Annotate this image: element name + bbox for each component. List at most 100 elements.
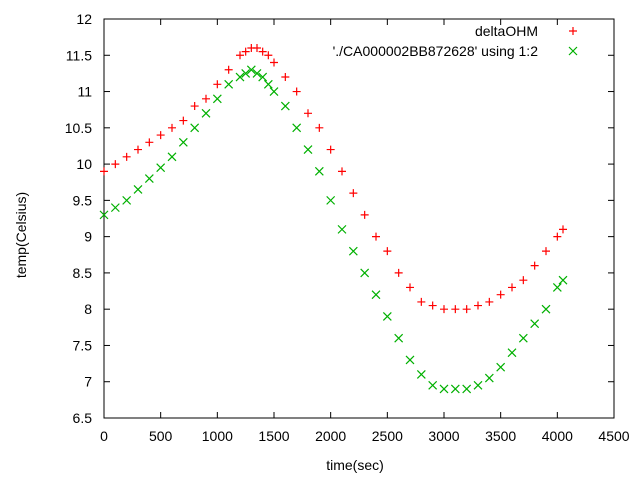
data-point (241, 68, 251, 78)
x-tick-label: 1000 (202, 428, 233, 444)
y-tick-label: 7.5 (73, 337, 93, 353)
data-point (485, 297, 494, 306)
data-point (439, 384, 449, 394)
data-point (508, 283, 516, 292)
x-tick-label: 2500 (372, 428, 403, 444)
data-point (337, 224, 347, 234)
x-axis-label: time(sec) (326, 457, 384, 473)
data-point (224, 79, 234, 89)
x-tick-label: 4000 (542, 428, 573, 444)
data-point (496, 362, 506, 372)
data-point (122, 152, 131, 161)
data-point (541, 304, 551, 314)
y-tick-label: 11.5 (66, 47, 92, 63)
data-point (241, 47, 250, 56)
data-point (122, 195, 132, 205)
data-point (133, 185, 143, 194)
data-point (462, 384, 472, 394)
data-point (167, 152, 177, 162)
data-point (416, 370, 426, 379)
data-point (304, 109, 312, 118)
data-point (440, 305, 448, 314)
x-tick-label: 4500 (598, 428, 629, 444)
data-point (349, 189, 358, 198)
data-point (383, 247, 392, 256)
data-point (394, 333, 404, 343)
data-point (190, 102, 199, 111)
data-point (428, 301, 437, 310)
data-point (270, 58, 278, 67)
data-point (99, 210, 109, 220)
y-tick-label: 8 (84, 301, 92, 317)
data-point (236, 51, 244, 60)
series-layer (99, 44, 568, 394)
data-point (405, 355, 415, 365)
axes (103, 18, 615, 419)
data-point (428, 380, 438, 390)
data-point (144, 174, 154, 184)
data-point (263, 79, 273, 89)
y-axis-label: temp(Celsius) (13, 192, 29, 278)
data-point (360, 210, 369, 219)
legend-label-0: deltaOHM (475, 23, 538, 39)
data-point (462, 305, 471, 314)
data-point (371, 290, 381, 300)
data-point (280, 101, 290, 111)
data-point (552, 282, 562, 292)
data-point (394, 268, 403, 277)
data-point (519, 276, 528, 285)
y-tick-label: 10.5 (65, 120, 92, 136)
series-1 (99, 65, 568, 394)
legend: deltaOHM './CA000002BB872628' using 1:2 (333, 23, 578, 59)
data-point (111, 160, 120, 169)
data-point (360, 268, 370, 278)
ticks: 0 500 1000 1500 2000 2500 3000 3500 4000 4500 6.5 7… (65, 11, 630, 444)
data-point (417, 297, 426, 306)
data-point (473, 380, 483, 390)
data-point (258, 47, 267, 56)
data-point (530, 261, 539, 270)
data-point (558, 275, 568, 285)
data-point (168, 123, 176, 132)
data-point (450, 384, 460, 394)
data-point (406, 283, 414, 292)
data-point (338, 167, 346, 176)
y-tick-label: 8.5 (73, 265, 93, 281)
y-tick-label: 11 (77, 84, 92, 100)
x-tick-label: 2000 (315, 428, 346, 444)
data-point (258, 72, 268, 82)
data-point (530, 319, 540, 329)
data-point (382, 312, 392, 321)
data-point (303, 145, 313, 155)
plot-frame (103, 18, 615, 419)
y-tick-label: 9 (84, 229, 92, 245)
data-point (212, 94, 222, 104)
data-point (269, 87, 279, 96)
data-point (252, 68, 262, 78)
data-point (213, 80, 222, 89)
x-tick-label: 3000 (428, 428, 459, 444)
data-point (246, 65, 256, 75)
data-point (314, 166, 324, 176)
y-tick-label: 10 (76, 156, 92, 172)
data-point (224, 65, 233, 74)
data-point (100, 167, 108, 176)
data-point (178, 137, 188, 147)
data-point (553, 232, 562, 241)
data-point (496, 290, 505, 299)
data-point (292, 87, 301, 96)
data-point (326, 195, 336, 205)
data-point (542, 247, 550, 256)
legend-marker-0 (569, 27, 577, 35)
x-tick-label: 500 (149, 428, 173, 444)
data-point (451, 305, 460, 314)
y-tick-label: 9.5 (73, 192, 93, 208)
data-point (315, 123, 324, 132)
y-tick-label: 6.5 (73, 410, 93, 426)
data-point (235, 72, 245, 82)
data-point (253, 44, 261, 53)
data-point (179, 116, 188, 125)
x-tick-label: 3500 (485, 428, 516, 444)
